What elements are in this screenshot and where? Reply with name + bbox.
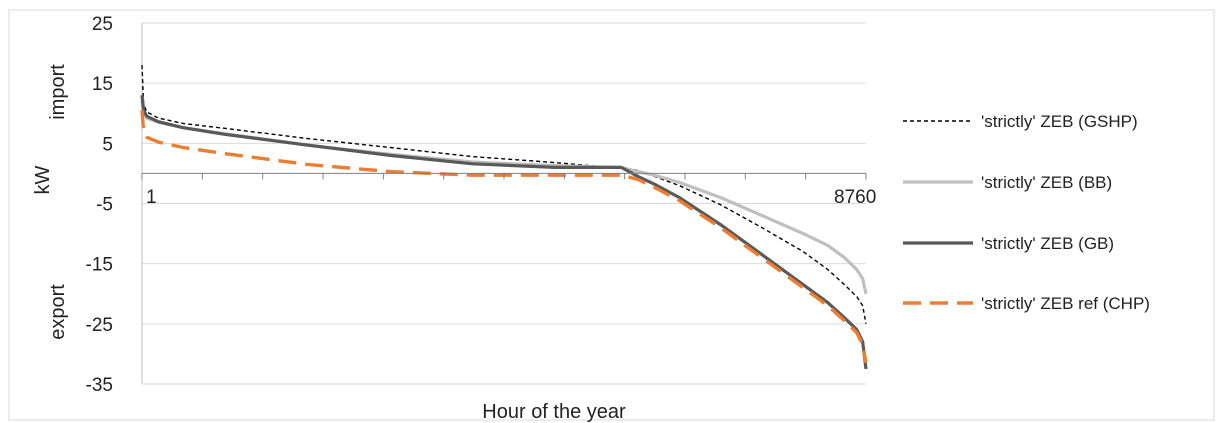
y-tick-label: 25: [92, 14, 113, 35]
y-tick-label: -15: [86, 255, 113, 276]
chart-frame: [8, 9, 1215, 421]
plot-lines: [140, 65, 868, 370]
series-line-2: [140, 100, 868, 295]
y-tick-labels: 25 15 5 -5 -15 -25 -35: [86, 14, 113, 396]
y-tick-label: 5: [102, 134, 113, 155]
series-line-1: [141, 65, 867, 324]
gridlines: [141, 22, 866, 385]
x-axis-title: Hour of the year: [482, 401, 626, 423]
y-axis-title-export: export: [47, 284, 69, 340]
legend-label-4: 'strictly' ZEB ref (CHP): [981, 294, 1150, 313]
series-line-3: [140, 95, 868, 370]
x-tick-label-start: 1: [146, 187, 157, 208]
x-tick-label-end: 8760: [834, 187, 876, 208]
legend-label-3: 'strictly' ZEB (GB): [981, 234, 1114, 253]
y-axis-title-import: import: [47, 64, 69, 120]
y-tick-label: 15: [92, 74, 113, 95]
legend-label-2: 'strictly' ZEB (BB): [981, 173, 1112, 192]
y-tick-label: -25: [86, 315, 113, 336]
series-line-4: [140, 110, 868, 364]
x-axis: [141, 172, 867, 180]
legend: 'strictly' ZEB (GSHP) 'strictly' ZEB (BB)…: [903, 112, 1150, 313]
y-axis-title: kW: [32, 165, 54, 194]
y-tick-label: -5: [96, 195, 113, 216]
legend-label-1: 'strictly' ZEB (GSHP): [981, 112, 1138, 131]
y-tick-label: -35: [86, 375, 113, 396]
